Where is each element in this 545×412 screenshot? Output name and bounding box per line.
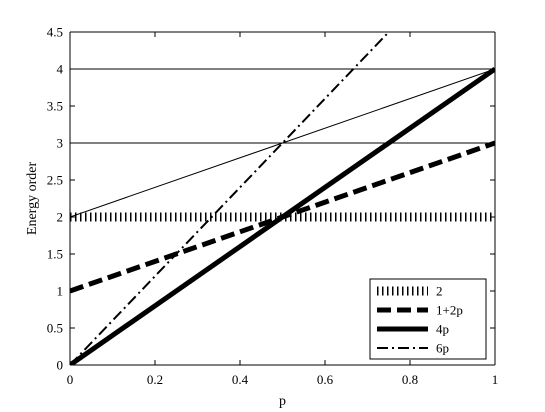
legend: 2 1+2p 4p 6p: [370, 279, 486, 359]
legend-label: 6p: [436, 341, 449, 356]
x-tick-label: 0.8: [402, 372, 418, 387]
y-tick-label: 2: [57, 210, 64, 225]
y-tick-label: 4.5: [47, 25, 63, 40]
y-tick-label: 1.5: [47, 247, 63, 262]
y-tick-label: 2.5: [47, 173, 63, 188]
x-tick-label: 0.2: [147, 372, 163, 387]
y-tick-label: 3.5: [47, 99, 63, 114]
y-axis-label: Energy order: [25, 162, 40, 236]
legend-label: 4p: [436, 322, 449, 337]
y-tick-label: 1: [57, 284, 64, 299]
y-tick-label: 0: [57, 358, 64, 373]
legend-label: 1+2p: [436, 303, 463, 318]
x-tick-label: 0: [67, 372, 74, 387]
x-tick-label: 0.4: [232, 372, 249, 387]
x-axis-label: p: [279, 394, 286, 409]
y-tick-label: 3: [57, 136, 64, 151]
x-tick-label: 1: [492, 372, 499, 387]
legend-label: 2: [436, 284, 443, 299]
x-tick-label: 0.6: [317, 372, 334, 387]
y-tick-label: 0.5: [47, 321, 63, 336]
y-tick-label: 4: [57, 62, 64, 77]
